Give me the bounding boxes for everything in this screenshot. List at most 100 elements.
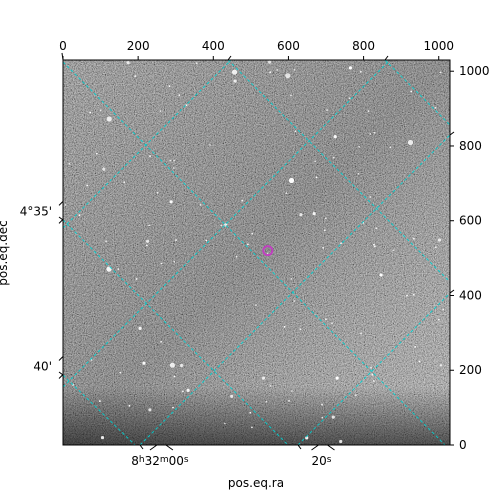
star (156, 191, 159, 194)
star (199, 204, 202, 206)
star (142, 361, 146, 365)
edge-tick (297, 444, 302, 450)
right-tick-label: 0 (459, 438, 467, 452)
star (283, 325, 286, 328)
star (148, 408, 152, 412)
star (331, 415, 335, 419)
ra-tick-label: 8h32m00s (131, 454, 189, 468)
star (294, 130, 297, 133)
right-tick-label: 600 (459, 214, 482, 228)
star (160, 341, 163, 343)
star (173, 375, 176, 378)
star (117, 268, 120, 270)
plot-frame (62, 59, 451, 446)
star (288, 400, 290, 402)
star (299, 213, 303, 217)
star (195, 62, 198, 64)
dec-tick (58, 374, 64, 379)
star (407, 139, 414, 146)
star (265, 400, 268, 403)
left-axis-dec: 4°35' 40' (20, 52, 455, 450)
star (418, 360, 421, 363)
star (160, 262, 163, 265)
star (438, 318, 440, 321)
star (145, 244, 148, 247)
star (276, 69, 279, 71)
edge-tick (139, 444, 144, 450)
star (325, 318, 327, 321)
grid-line (227, 60, 450, 283)
star (414, 346, 417, 348)
star (135, 278, 138, 280)
star (99, 400, 101, 402)
star (172, 167, 175, 169)
star (373, 245, 376, 248)
star (269, 71, 272, 74)
star (371, 373, 374, 376)
edge-tick (58, 371, 64, 376)
star (178, 94, 181, 97)
star (285, 73, 291, 79)
grid-line (63, 60, 391, 388)
star (369, 196, 372, 198)
star (134, 75, 137, 77)
star (231, 69, 238, 75)
top-tick-label: 0 (59, 39, 67, 53)
star (119, 371, 122, 374)
star (220, 224, 223, 227)
grid-line (63, 374, 136, 445)
y-axis-label: pos.eq.dec (0, 220, 10, 285)
star (268, 60, 272, 64)
star (357, 173, 360, 175)
star (123, 181, 126, 184)
star (126, 61, 130, 65)
star (241, 199, 244, 202)
right-tick-label: 800 (459, 139, 482, 153)
star (321, 403, 323, 406)
top-tick-label: 600 (277, 39, 300, 53)
star (102, 167, 106, 171)
star (375, 227, 378, 230)
star (379, 273, 383, 277)
star (339, 439, 343, 444)
star (235, 255, 238, 258)
star (412, 293, 415, 296)
top-axis: 0 200 400 600 800 1000 (59, 39, 454, 60)
target-marker (262, 245, 274, 257)
star (335, 376, 339, 380)
star (255, 304, 257, 306)
star (410, 90, 413, 93)
star (348, 66, 352, 70)
star (290, 94, 292, 97)
right-tick-label: 400 (459, 288, 482, 302)
star (321, 416, 324, 419)
ra-tick (149, 444, 158, 451)
star (373, 131, 376, 134)
star (360, 332, 362, 335)
edge-tick (61, 52, 64, 61)
ra-tick (327, 444, 335, 451)
star (442, 308, 445, 311)
star (332, 156, 335, 159)
star (106, 116, 112, 122)
star (269, 385, 272, 387)
star (285, 192, 288, 195)
star (322, 247, 324, 249)
grid-line (384, 60, 450, 126)
dec-tick (58, 356, 64, 361)
star (440, 364, 442, 367)
ra-tick (311, 444, 319, 451)
star (148, 224, 151, 227)
dec-tick (58, 201, 64, 206)
star (249, 411, 252, 414)
star (293, 69, 296, 71)
star (149, 155, 152, 158)
star (261, 376, 266, 380)
star (169, 159, 172, 162)
right-tick-label: 200 (459, 363, 482, 377)
sky-image (63, 60, 450, 445)
star (159, 110, 162, 113)
edge-tick (449, 289, 455, 294)
edge-tick (58, 216, 64, 221)
